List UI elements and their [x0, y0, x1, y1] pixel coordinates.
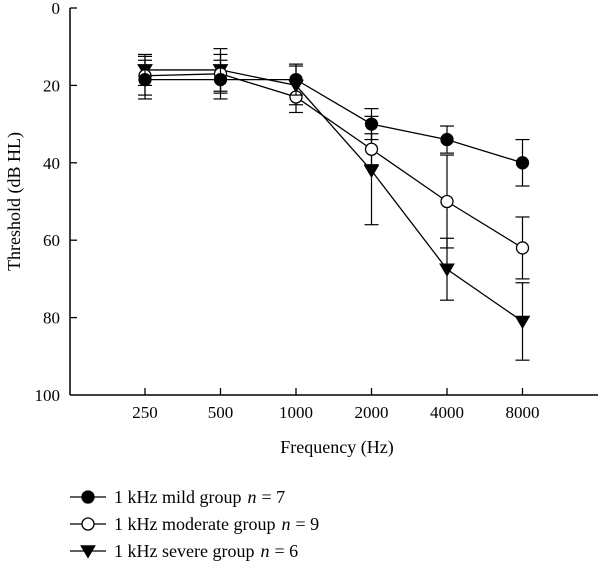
- y-tick-label: 100: [35, 386, 61, 405]
- series-2: [138, 53, 530, 280]
- legend-series-name: 1 kHz moderate group: [114, 514, 275, 534]
- data-point: [440, 194, 454, 209]
- data-point: [440, 132, 454, 147]
- y-tick-label: 40: [43, 154, 60, 173]
- data-point: [364, 117, 379, 131]
- y-ticks: 0 20 40 60 80 100: [35, 0, 77, 405]
- legend-n-value: = 7: [262, 487, 286, 507]
- legend-item: 1 kHz mild group n = 7: [70, 487, 285, 507]
- y-tick-label: 0: [52, 0, 61, 18]
- x-tick-label: 500: [208, 403, 234, 422]
- series-layer: [137, 48, 531, 361]
- legend-n-label: n: [260, 541, 269, 561]
- legend-n-label: n: [248, 487, 257, 507]
- y-tick-label: 20: [43, 76, 60, 95]
- legend: 1 kHz mild group n = 71 kHz moderate group…: [70, 487, 319, 561]
- x-ticks: 250 500 1000 2000 4000 8000: [132, 388, 540, 422]
- x-tick-label: 1000: [279, 403, 313, 422]
- legend-marker: [80, 545, 96, 559]
- data-point: [213, 72, 228, 87]
- y-tick-label: 60: [43, 231, 60, 250]
- data-point: [364, 142, 379, 156]
- y-tick-label: 80: [43, 309, 60, 328]
- legend-n-label: n: [281, 514, 290, 534]
- data-point: [363, 164, 380, 179]
- series-1: [138, 59, 530, 187]
- legend-item: 1 kHz moderate group n = 9: [70, 514, 319, 534]
- legend-n-value: = 6: [274, 541, 298, 561]
- legend-marker: [81, 490, 95, 504]
- data-point: [138, 72, 152, 87]
- series-line: [145, 78, 523, 164]
- y-axis-title: Threshold (dB HL): [4, 132, 25, 271]
- data-point: [439, 263, 455, 277]
- x-tick-label: 8000: [506, 403, 540, 422]
- legend-n-value: = 9: [295, 514, 319, 534]
- series-3: [137, 48, 531, 361]
- legend-marker: [81, 517, 95, 531]
- legend-series-name: 1 kHz severe group: [114, 541, 254, 561]
- legend-item: 1 kHz severe group n = 6: [70, 541, 298, 561]
- data-point: [515, 156, 530, 170]
- legend-series-name: 1 kHz mild group: [114, 487, 242, 507]
- legend-label: 1 kHz severe group n = 6: [114, 541, 298, 561]
- legend-label: 1 kHz mild group n = 7: [114, 487, 285, 507]
- series-line: [145, 69, 523, 323]
- data-point: [514, 315, 531, 330]
- series-line: [144, 73, 523, 249]
- x-tick-label: 250: [132, 403, 158, 422]
- x-tick-label: 2000: [355, 403, 389, 422]
- axes: [69, 8, 598, 396]
- x-tick-label: 4000: [430, 403, 464, 422]
- data-point: [515, 241, 530, 255]
- data-point: [289, 72, 303, 87]
- x-axis-title: Frequency (Hz): [280, 437, 393, 458]
- legend-label: 1 kHz moderate group n = 9: [114, 514, 319, 534]
